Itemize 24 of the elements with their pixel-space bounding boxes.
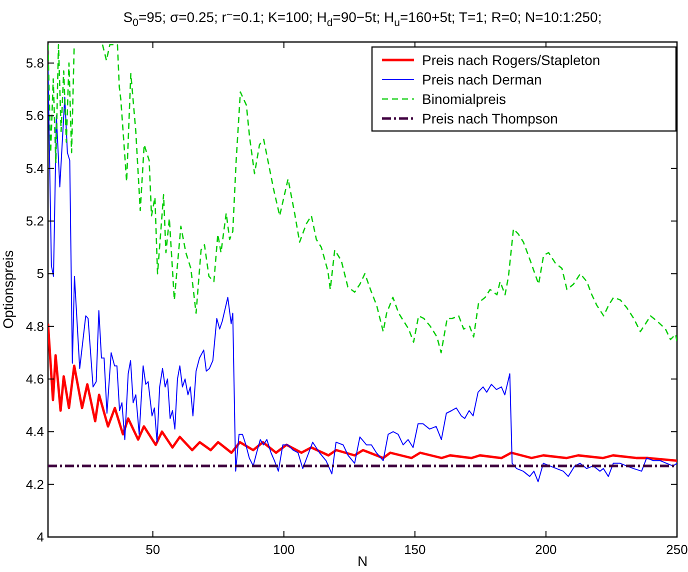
line-series (48, 68, 677, 482)
legend-label: Preis nach Derman (422, 72, 542, 88)
x-tick-label: 100 (273, 542, 295, 557)
x-axis-title: N (357, 553, 368, 569)
legend-label: Preis nach Thompson (422, 110, 558, 126)
x-tick-label: 200 (535, 542, 557, 557)
y-tick-label: 4.6 (26, 372, 44, 387)
y-tick-label: 4 (36, 530, 44, 544)
chart-title: S$_{0}$=95; σ=0.25; r$^{~}$=0.1; K=100; H$_{d}$=90−5t; H$_{u}$=160+5t; T=1; R=0; N=10:1:250; (123, 8, 602, 29)
y-axis-title: Optionspreis (0, 250, 16, 329)
y-tick-label: 5.4 (26, 160, 44, 176)
x-tick-label: 250 (666, 542, 688, 557)
line-series (48, 322, 677, 462)
y-tick-label: 5 (36, 266, 44, 282)
y-tick-label: 4.8 (26, 318, 44, 334)
legend-label: Binomialpreis (422, 91, 506, 107)
legend-label: Preis nach Rogers/Stapleton (422, 52, 600, 68)
y-tick-label: 5.8 (26, 56, 44, 71)
y-tick-label: 5.6 (26, 108, 44, 124)
x-tick-label: 50 (146, 542, 160, 557)
y-tick-label: 4.2 (26, 476, 44, 492)
x-tick-label: 150 (404, 542, 426, 557)
y-tick-label: 4.4 (26, 424, 44, 440)
y-tick-label: 5.2 (26, 214, 44, 229)
